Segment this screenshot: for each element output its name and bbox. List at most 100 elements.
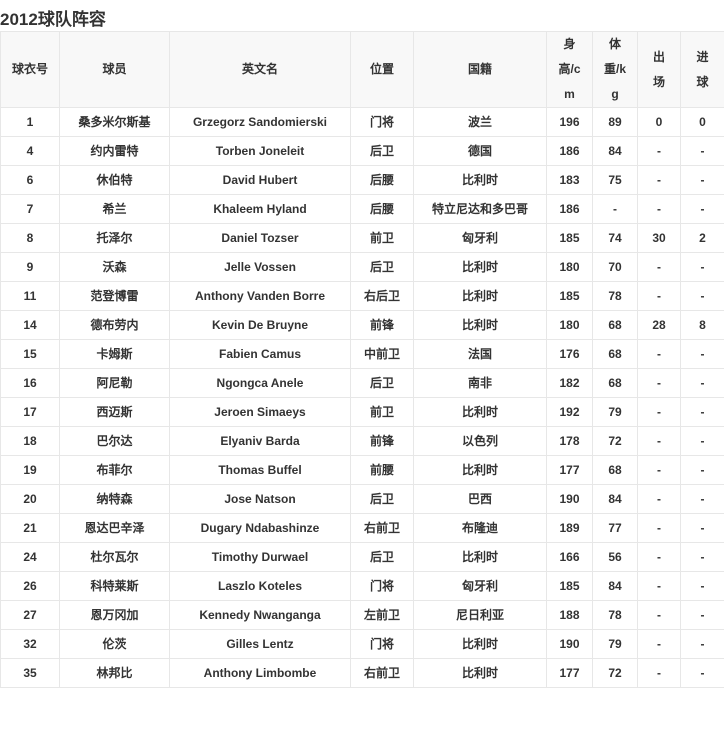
cell-weight-kg: 79: [592, 629, 638, 659]
cell-height-cm: 177: [546, 455, 593, 485]
cell-position: 后卫: [350, 252, 414, 282]
cell-nationality: 以色列: [413, 426, 547, 456]
table-row: 26 科特莱斯 Laszlo Koteles 门将 匈牙利 185 84- -: [0, 571, 724, 601]
table-row: 15 卡姆斯 Fabien Camus 中前卫 法国 176 68- -: [0, 339, 724, 369]
cell-jersey-number: 14: [0, 310, 60, 340]
cell-jersey-number: 21: [0, 513, 60, 543]
col-header-jersey-number: 球衣号: [0, 31, 60, 108]
cell-english-name: Torben Joneleit: [169, 136, 351, 166]
cell-english-name: Jeroen Simaeys: [169, 397, 351, 427]
cell-position: 前锋: [350, 426, 414, 456]
cell-jersey-number: 9: [0, 252, 60, 282]
cell-nationality: 比利时: [413, 252, 547, 282]
table-row: 32 伦茨 Gilles Lentz 门将 比利时 190 79- -: [0, 629, 724, 659]
cell-jersey-number: 18: [0, 426, 60, 456]
cell-position: 前卫: [350, 223, 414, 253]
cell-appearances: -: [637, 455, 681, 485]
col-header-weight-kg: 体重/kg: [592, 31, 638, 108]
cell-goals: -: [680, 397, 724, 427]
cell-player-name: 恩达巴辛泽: [59, 513, 170, 543]
cell-player-name: 范登博雷: [59, 281, 170, 311]
cell-position: 右前卫: [350, 658, 414, 688]
cell-english-name: Kennedy Nwanganga: [169, 600, 351, 630]
cell-english-name: Jose Natson: [169, 484, 351, 514]
cell-nationality: 比利时: [413, 629, 547, 659]
cell-weight-kg: 78: [592, 281, 638, 311]
cell-height-cm: 192: [546, 397, 593, 427]
cell-player-name: 林邦比: [59, 658, 170, 688]
cell-goals: -: [680, 513, 724, 543]
cell-height-cm: 176: [546, 339, 593, 369]
cell-english-name: Daniel Tozser: [169, 223, 351, 253]
cell-appearances: -: [637, 542, 681, 572]
cell-english-name: Dugary Ndabashinze: [169, 513, 351, 543]
cell-height-cm: 188: [546, 600, 593, 630]
cell-goals: -: [680, 484, 724, 514]
cell-jersey-number: 11: [0, 281, 60, 311]
cell-position: 右前卫: [350, 513, 414, 543]
cell-weight-kg: 68: [592, 368, 638, 398]
cell-goals: 0: [680, 107, 724, 137]
cell-position: 前腰: [350, 455, 414, 485]
cell-weight-kg: 72: [592, 658, 638, 688]
cell-position: 右后卫: [350, 281, 414, 311]
table-row: 27 恩万冈加 Kennedy Nwanganga 左前卫 尼日利亚 188 78- -: [0, 600, 724, 630]
cell-nationality: 比利时: [413, 455, 547, 485]
cell-jersey-number: 6: [0, 165, 60, 195]
cell-player-name: 托泽尔: [59, 223, 170, 253]
cell-english-name: David Hubert: [169, 165, 351, 195]
cell-english-name: Gilles Lentz: [169, 629, 351, 659]
cell-nationality: 比利时: [413, 281, 547, 311]
cell-position: 前锋: [350, 310, 414, 340]
cell-position: 后腰: [350, 194, 414, 224]
table-row: 16 阿尼勒 Ngongca Anele 后卫 南非 182 68- -: [0, 368, 724, 398]
cell-goals: -: [680, 194, 724, 224]
cell-appearances: -: [637, 165, 681, 195]
page-title: 2012球队阵容: [0, 10, 106, 29]
cell-player-name: 科特莱斯: [59, 571, 170, 601]
roster-table-body: 1 桑多米尔斯基 Grzegorz Sandomierski 门将 波兰 196 89 0 0 4…: [0, 107, 724, 688]
cell-appearances: 28: [637, 310, 681, 340]
cell-height-cm: 183: [546, 165, 593, 195]
col-header-english-name: 英文名: [169, 31, 351, 108]
cell-height-cm: 185: [546, 571, 593, 601]
cell-height-cm: 182: [546, 368, 593, 398]
cell-player-name: 纳特森: [59, 484, 170, 514]
cell-goals: -: [680, 368, 724, 398]
cell-jersey-number: 4: [0, 136, 60, 166]
cell-weight-kg: 72: [592, 426, 638, 456]
cell-jersey-number: 24: [0, 542, 60, 572]
cell-player-name: 西迈斯: [59, 397, 170, 427]
cell-jersey-number: 8: [0, 223, 60, 253]
cell-english-name: Grzegorz Sandomierski: [169, 107, 351, 137]
cell-appearances: -: [637, 484, 681, 514]
cell-appearances: -: [637, 136, 681, 166]
table-row: 8 托泽尔 Daniel Tozser 前卫 匈牙利 185 74 30 2: [0, 223, 724, 253]
cell-position: 后卫: [350, 542, 414, 572]
cell-nationality: 南非: [413, 368, 547, 398]
cell-english-name: Elyaniv Barda: [169, 426, 351, 456]
cell-appearances: -: [637, 194, 681, 224]
table-row: 1 桑多米尔斯基 Grzegorz Sandomierski 门将 波兰 196 89 0 0: [0, 107, 724, 137]
cell-height-cm: 166: [546, 542, 593, 572]
cell-weight-kg: -: [592, 194, 638, 224]
cell-player-name: 巴尔达: [59, 426, 170, 456]
cell-goals: -: [680, 629, 724, 659]
cell-goals: -: [680, 339, 724, 369]
cell-height-cm: 185: [546, 223, 593, 253]
cell-player-name: 希兰: [59, 194, 170, 224]
cell-appearances: -: [637, 339, 681, 369]
table-row: 9 沃森 Jelle Vossen 后卫 比利时 180 70- -: [0, 252, 724, 282]
cell-player-name: 阿尼勒: [59, 368, 170, 398]
cell-english-name: Thomas Buffel: [169, 455, 351, 485]
cell-nationality: 德国: [413, 136, 547, 166]
cell-goals: -: [680, 165, 724, 195]
cell-jersey-number: 7: [0, 194, 60, 224]
cell-appearances: -: [637, 397, 681, 427]
cell-english-name: Anthony Limbombe: [169, 658, 351, 688]
cell-jersey-number: 27: [0, 600, 60, 630]
cell-jersey-number: 19: [0, 455, 60, 485]
cell-position: 门将: [350, 107, 414, 137]
cell-english-name: Timothy Durwael: [169, 542, 351, 572]
